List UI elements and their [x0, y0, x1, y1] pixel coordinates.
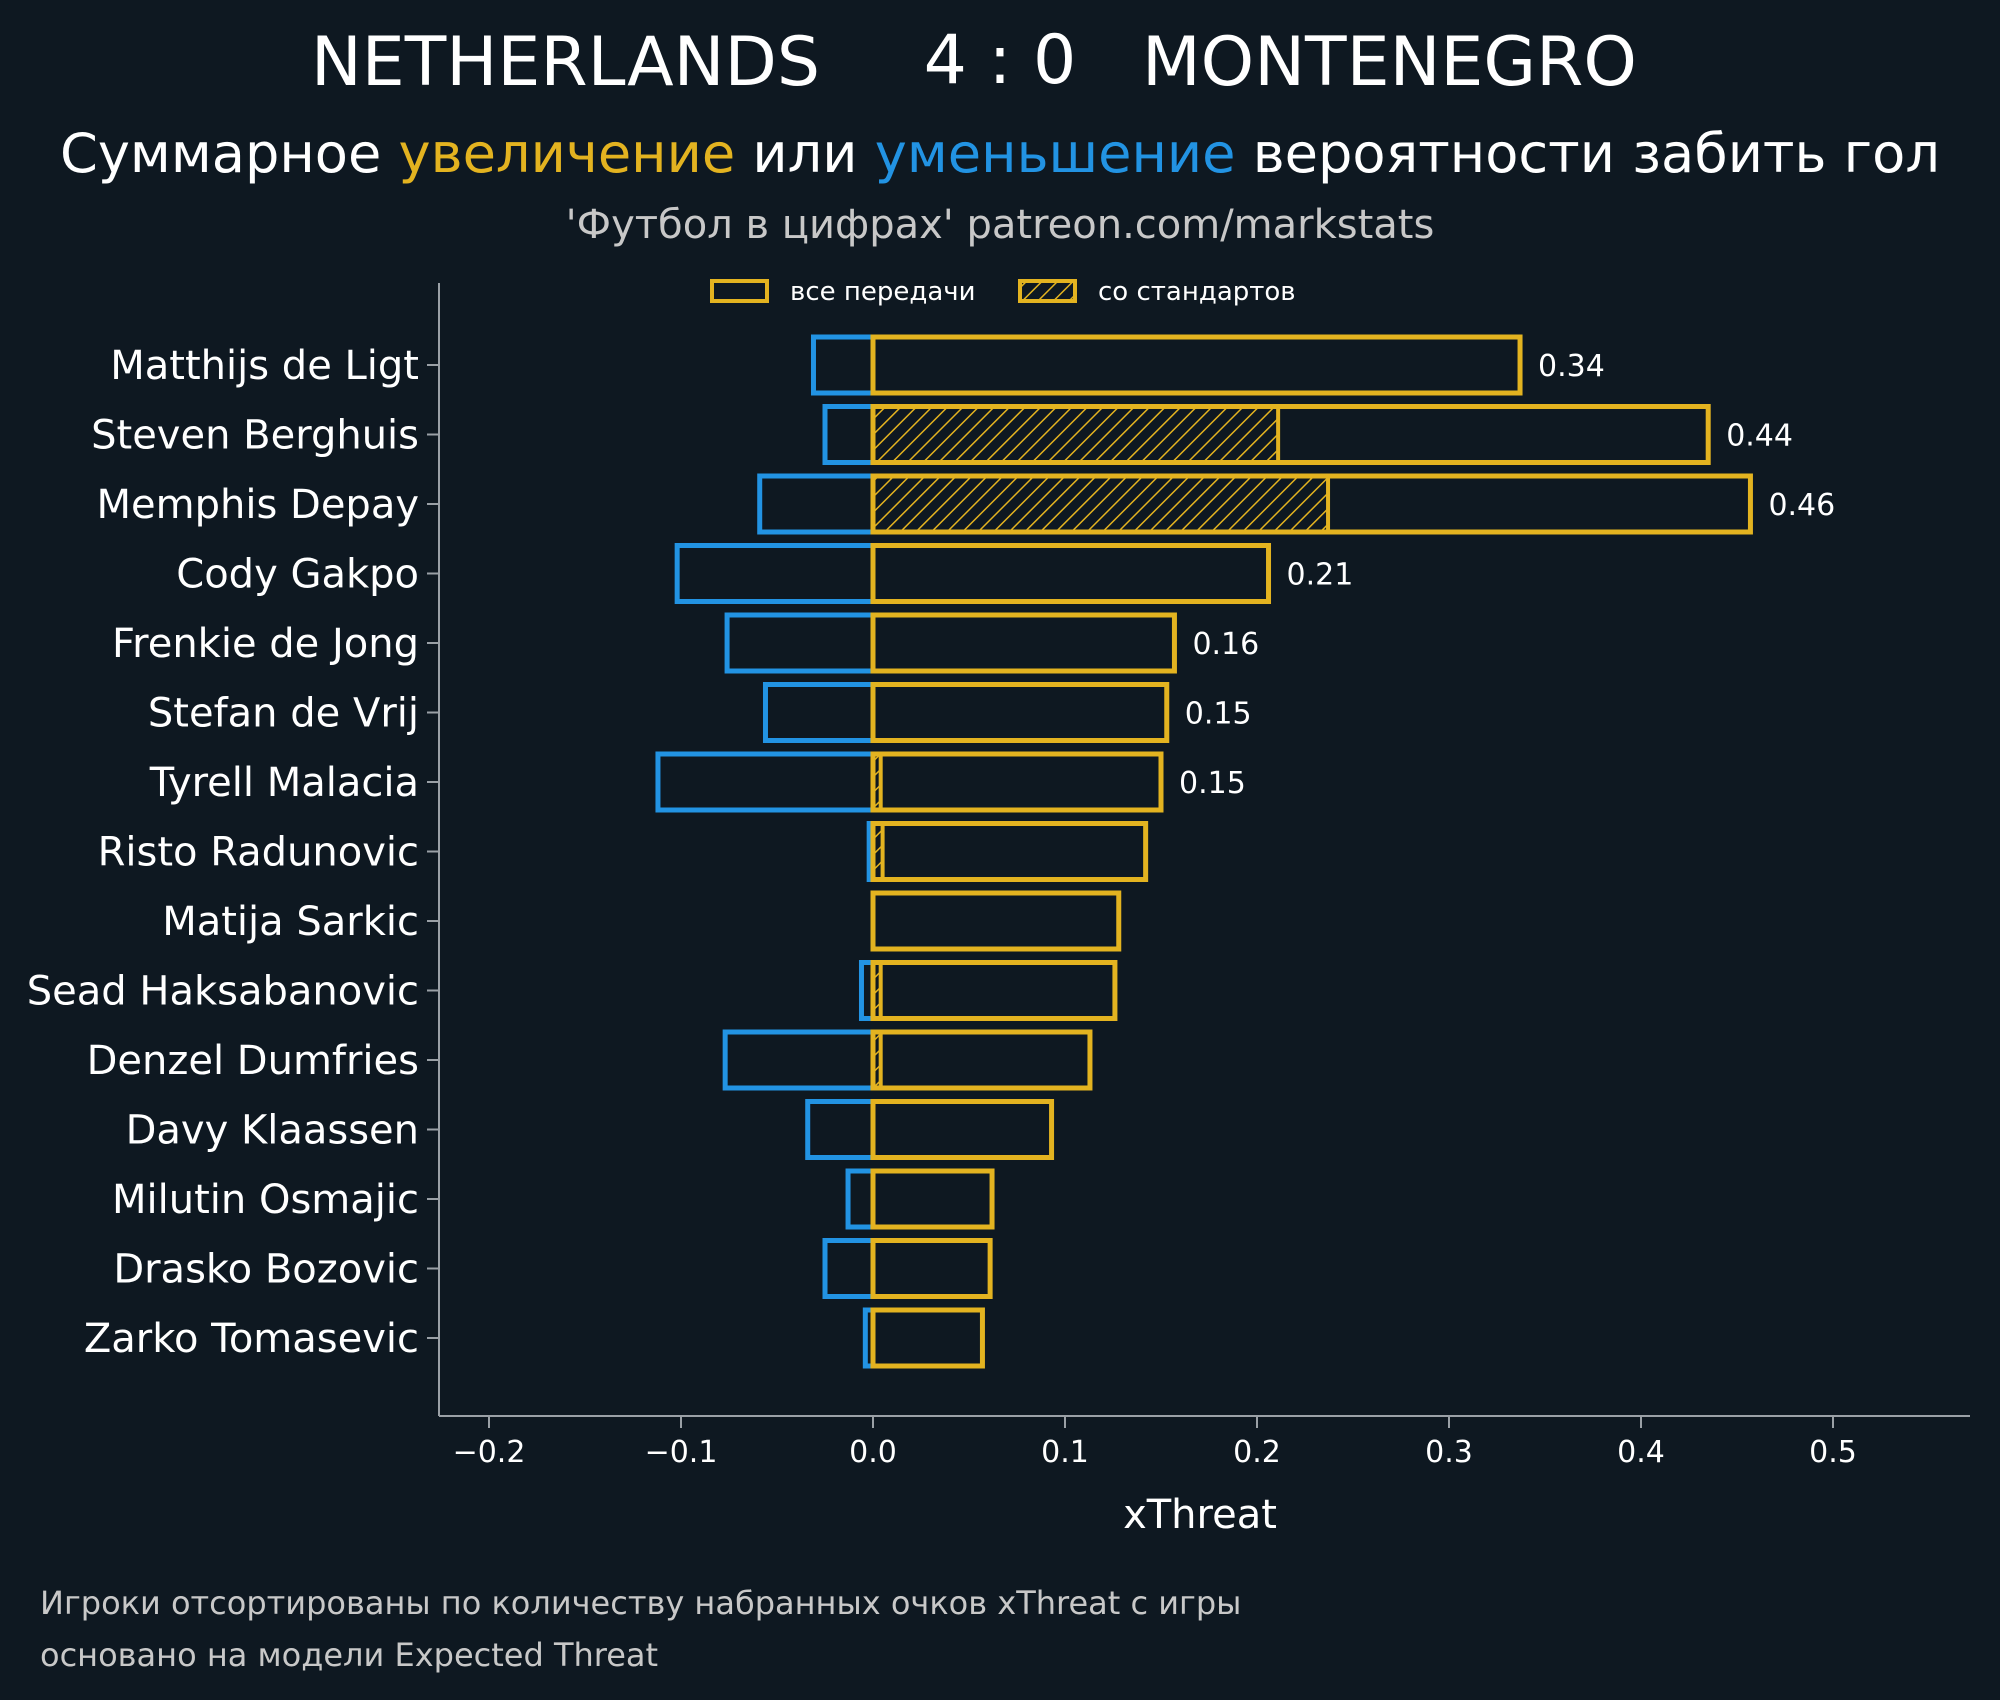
- footer-line-1: Игроки отсортированы по количеству набра…: [40, 1584, 1241, 1622]
- x-tick-label: 0.4: [1617, 1435, 1665, 1470]
- decrease-bar: [845, 1168, 876, 1230]
- legend-swatch-set-pieces: [1018, 279, 1077, 303]
- player-label: Risto Radunovic: [98, 830, 419, 876]
- subtitle-part2: или: [735, 122, 875, 185]
- increase-bar: [870, 960, 1118, 1021]
- decrease-bar: [762, 682, 876, 743]
- decrease-bar: [757, 473, 876, 535]
- increase-bar: [870, 890, 1122, 952]
- increase-bar: [870, 1029, 1093, 1091]
- chart-title-home: NETHERLANDS: [311, 23, 820, 102]
- player-label: Frenkie de Jong: [112, 621, 419, 667]
- y-tick-labels: Matthijs de Ligt Steven Berghuis Memphis D…: [27, 343, 439, 1362]
- increase-bar: [870, 821, 1149, 882]
- player-label: Denzel Dumfries: [87, 1038, 419, 1084]
- x-tick-label: 0.5: [1809, 1435, 1857, 1470]
- legend-label-set-pieces: со стандартов: [1098, 277, 1296, 307]
- player-label: Stefan de Vrij: [148, 691, 419, 737]
- player-label: Davy Klaassen: [126, 1108, 419, 1154]
- player-label: Steven Berghuis: [91, 413, 419, 459]
- player-label: Zarko Tomasevic: [84, 1316, 419, 1362]
- increase-bar: [870, 612, 1177, 674]
- decrease-bar: [722, 1029, 876, 1091]
- decrease-bar: [724, 612, 876, 674]
- player-label: Memphis Depay: [97, 482, 419, 528]
- increase-bar: [870, 1168, 995, 1230]
- set-piece-bar: [871, 474, 1331, 534]
- x-axis-label: xThreat: [1123, 1492, 1277, 1538]
- value-label: 0.44: [1726, 419, 1793, 454]
- value-label: 0.15: [1179, 766, 1246, 801]
- value-label: 0.15: [1185, 697, 1252, 732]
- legend-swatch-all-passes: [710, 279, 769, 303]
- value-label: 0.46: [1768, 488, 1835, 523]
- value-label: 0.21: [1287, 558, 1354, 593]
- decrease-bar: [674, 543, 876, 604]
- decrease-bar: [805, 1099, 876, 1160]
- increase-bar: [870, 1238, 993, 1299]
- subtitle-increase: увеличение: [399, 122, 736, 185]
- x-tick-label: 0.3: [1425, 1435, 1473, 1470]
- subtitle-part1: Суммарное: [60, 122, 399, 185]
- subtitle-decrease: уменьшение: [875, 122, 1236, 185]
- x-tick-label: 0.2: [1233, 1435, 1281, 1470]
- decrease-bar: [655, 751, 876, 813]
- x-tick-label: 0.0: [849, 1435, 897, 1470]
- legend-label-all-passes: все передачи: [790, 277, 976, 307]
- footer-line-2: основано на модели Expected Threat: [40, 1636, 658, 1674]
- increase-bar: [870, 543, 1272, 604]
- increase-bar: [870, 334, 1523, 396]
- increase-bar: [870, 404, 1711, 465]
- increase-bar: [870, 1307, 985, 1369]
- chart-credit: 'Футбол в цифрах' patreon.com/markstats: [566, 202, 1435, 248]
- increase-bar: [870, 473, 1753, 535]
- chart-subtitle: Суммарное увеличение или уменьшение веро…: [60, 122, 1940, 185]
- bars-layer: 0.34 0.44 0.46 0.21 0.16 0.15 0.15: [655, 334, 1835, 1369]
- player-label: Drasko Bozovic: [113, 1247, 419, 1293]
- chart-title-away: MONTENEGRO: [1142, 23, 1637, 102]
- increase-bar: [870, 751, 1164, 813]
- x-tick-label: 0.1: [1041, 1435, 1089, 1470]
- player-label: Matija Sarkic: [162, 899, 419, 945]
- value-label: 0.16: [1192, 627, 1259, 662]
- increase-bar: [870, 682, 1170, 743]
- chart-title-score: 4 : 0: [924, 21, 1077, 100]
- increase-bar: [870, 1099, 1055, 1160]
- value-label: 0.34: [1538, 349, 1605, 384]
- player-label: Cody Gakpo: [176, 552, 419, 598]
- decrease-bar: [822, 404, 876, 465]
- player-label: Matthijs de Ligt: [110, 343, 419, 389]
- player-label: Tyrell Malacia: [149, 760, 419, 806]
- player-label: Milutin Osmajic: [112, 1177, 419, 1223]
- x-tick-label: −0.2: [453, 1435, 526, 1470]
- x-ticks: −0.2 −0.1 0.0 0.1 0.2 0.3 0.4 0.5: [453, 1416, 1857, 1470]
- legend: все передачи со стандартов: [710, 277, 1296, 307]
- decrease-bar: [822, 1238, 876, 1299]
- player-label: Sead Haksabanovic: [27, 969, 419, 1015]
- set-piece-bar: [871, 404, 1281, 465]
- subtitle-part3: вероятности забить гол: [1235, 122, 1940, 185]
- x-tick-label: −0.1: [645, 1435, 718, 1470]
- decrease-bar: [810, 334, 876, 396]
